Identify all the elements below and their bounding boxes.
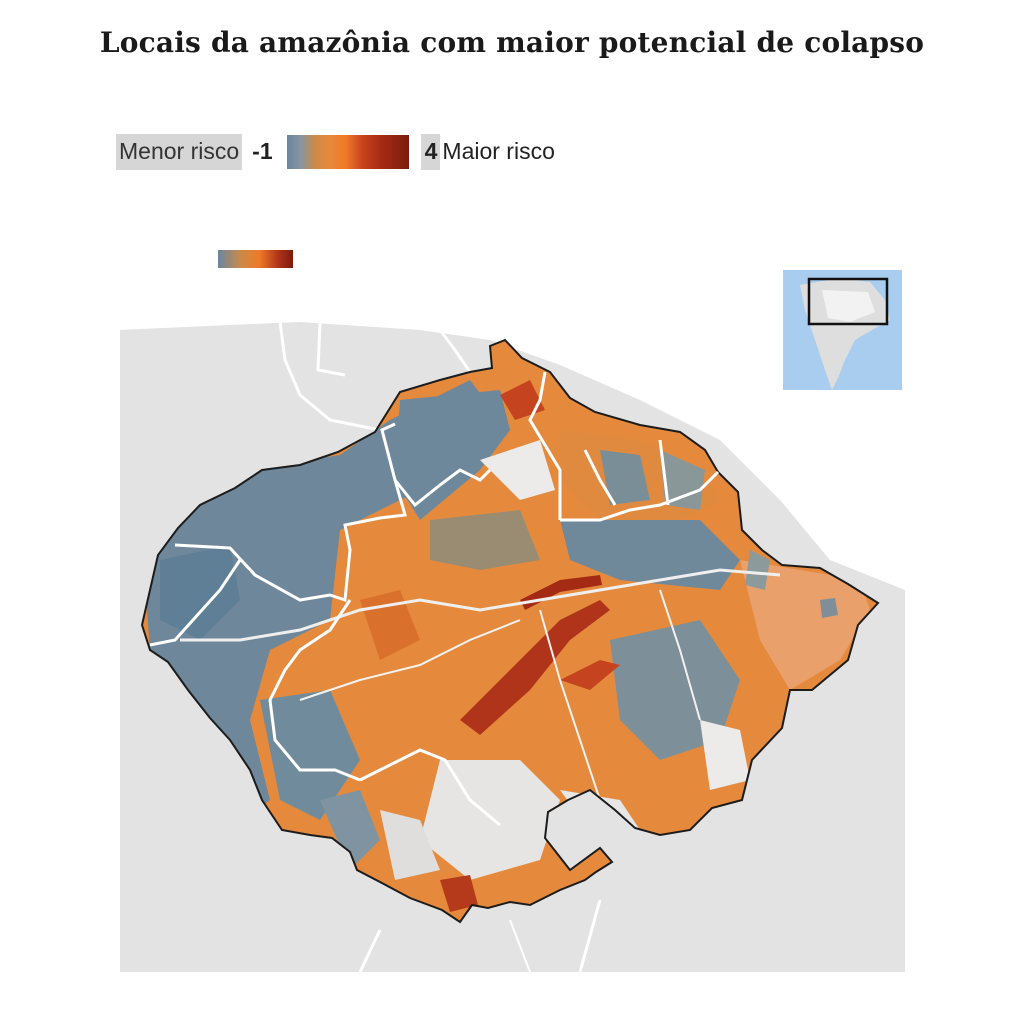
mini-color-ramp: [218, 250, 293, 268]
legend-low-value: -1: [252, 138, 273, 164]
legend-high-label: Maior risco: [442, 138, 555, 164]
legend-high-value: 4: [420, 133, 441, 170]
map-title: Locais da amazônia com maior potencial d…: [99, 26, 925, 59]
color-legend: Menor risco -1 4 Maior risco: [116, 133, 555, 170]
locator-inset-map: [783, 270, 902, 390]
legend-low-label: Menor risco: [116, 133, 243, 170]
country-borders: [149, 371, 720, 827]
legend-color-ramp: [286, 134, 409, 169]
